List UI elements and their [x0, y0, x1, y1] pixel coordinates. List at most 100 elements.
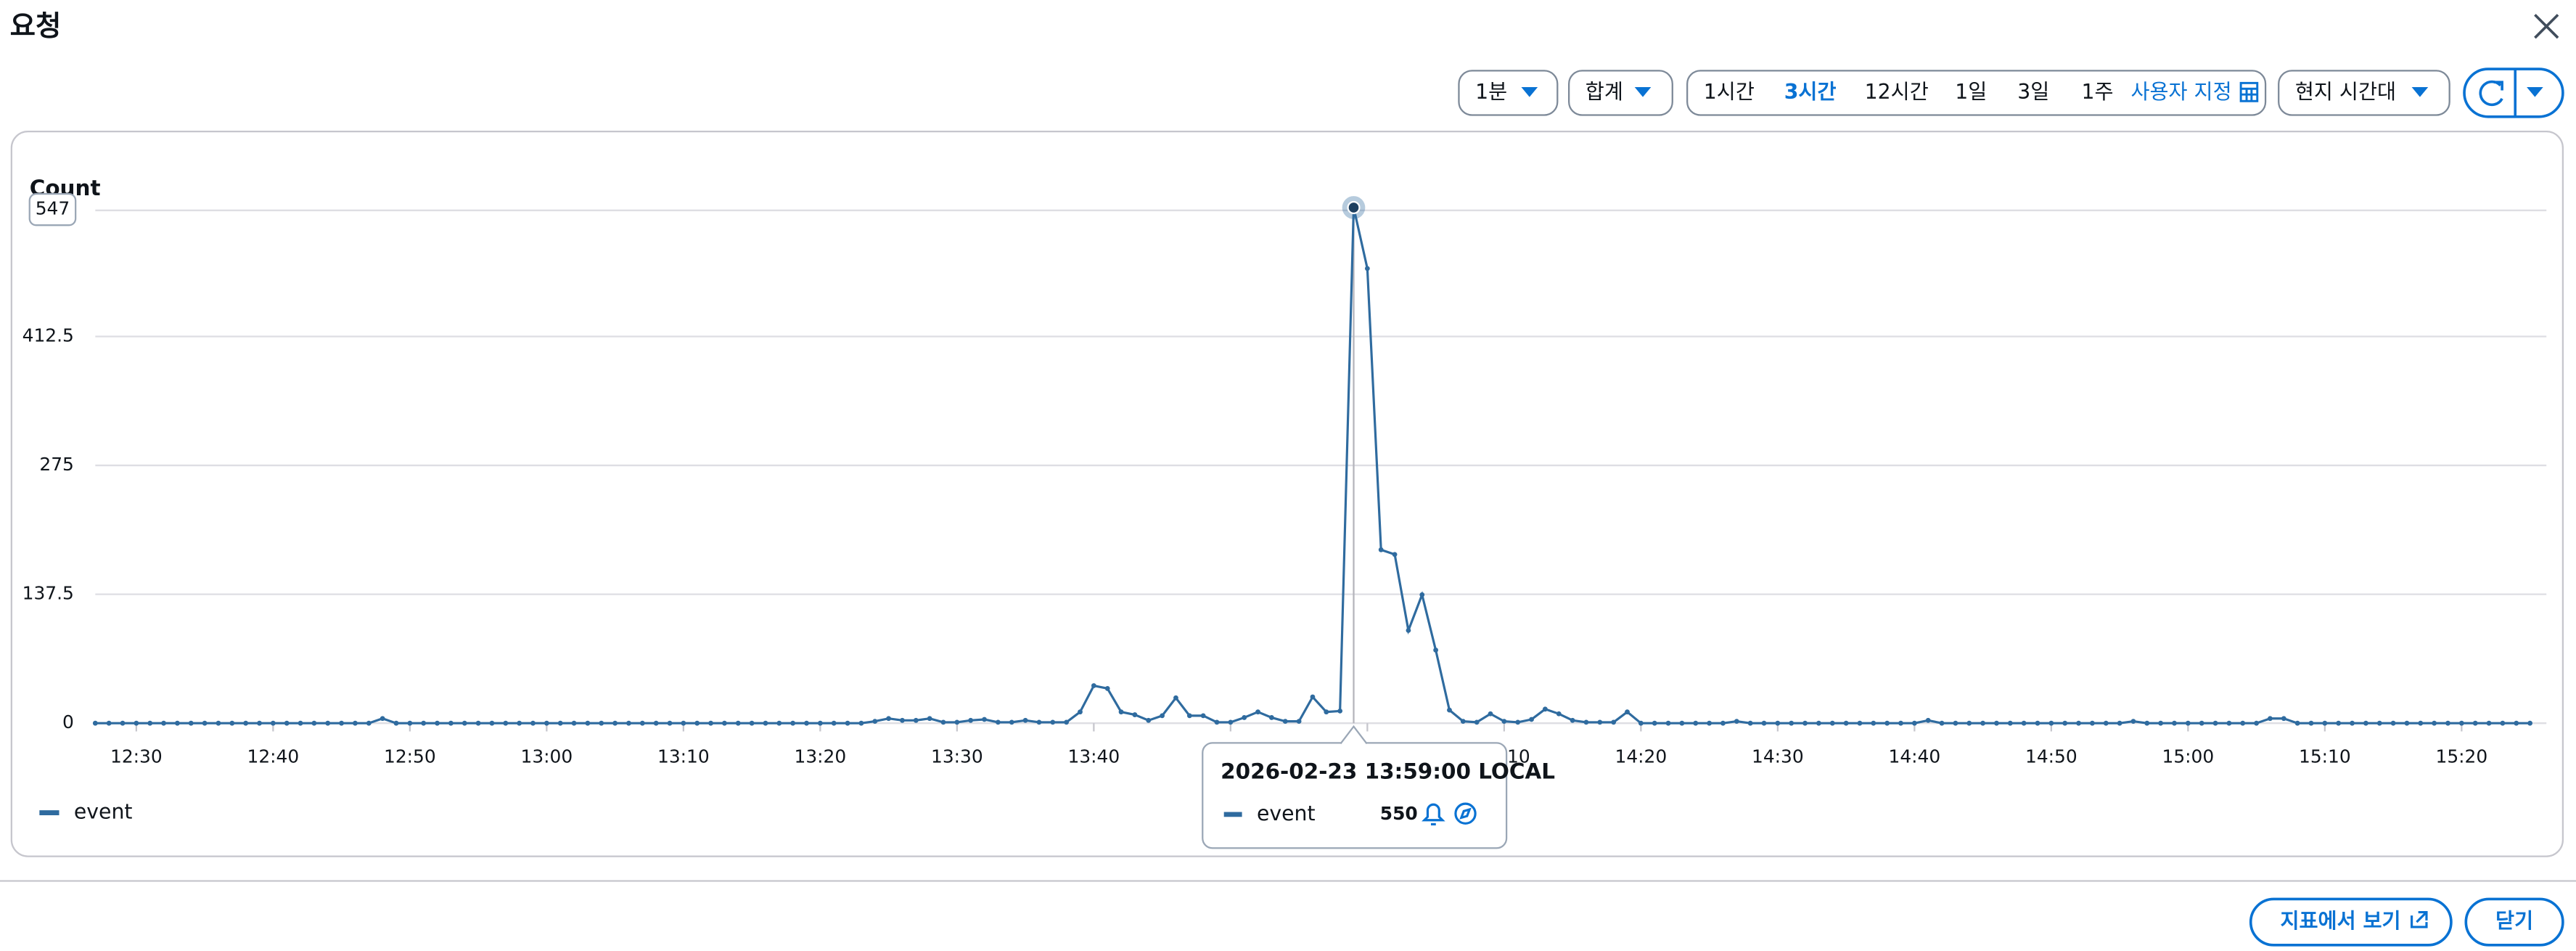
data-point — [612, 720, 618, 726]
hover-point — [1347, 200, 1361, 214]
period-select[interactable]: 1분 — [1458, 70, 1559, 116]
data-point — [543, 720, 549, 726]
data-point — [927, 716, 932, 722]
data-point — [831, 720, 837, 726]
alarm-icon[interactable] — [1422, 803, 1445, 826]
data-point — [1871, 720, 1876, 726]
data-point — [257, 720, 262, 726]
data-point — [1078, 709, 1083, 715]
statistic-text: 합계 — [1586, 80, 1623, 104]
data-point — [722, 720, 727, 726]
data-point — [1269, 715, 1274, 720]
statistic-select[interactable]: 합계 — [1568, 70, 1673, 116]
data-point — [1543, 706, 1548, 712]
data-point — [1747, 720, 1753, 726]
data-point — [489, 720, 495, 726]
range-option[interactable]: 3일 — [2017, 80, 2049, 104]
data-point — [1433, 648, 1439, 653]
data-point — [1242, 715, 1247, 720]
data-point — [1583, 719, 1589, 725]
data-point — [2472, 720, 2478, 726]
data-point — [2144, 720, 2150, 726]
data-point — [954, 719, 960, 725]
data-point — [1173, 695, 1178, 701]
data-point — [435, 720, 440, 726]
range-option[interactable]: 1주 — [2082, 80, 2114, 104]
dialog-title: 요청 — [10, 10, 62, 43]
tooltip: 2026-02-23 13:59:00 LOCAL event 550 — [1202, 725, 1555, 849]
data-point — [475, 720, 481, 726]
data-point — [1091, 683, 1096, 688]
data-point — [1994, 720, 1999, 726]
data-point — [2336, 720, 2342, 726]
data-point — [1911, 720, 1917, 726]
y-tick-label: 547 — [36, 198, 70, 219]
x-tick-label: 13:00 — [520, 746, 573, 767]
data-point — [872, 719, 878, 725]
view-in-metrics-button[interactable]: 지표에서 보기 — [2249, 897, 2453, 947]
range-option[interactable]: 3시간 — [1784, 80, 1837, 104]
data-point — [1324, 709, 1329, 715]
y-tick-label: 0 — [62, 711, 74, 732]
data-point — [1200, 713, 1206, 719]
data-point — [229, 720, 235, 726]
data-point — [968, 717, 974, 723]
tooltip-series: event — [1257, 801, 1316, 825]
data-point — [1118, 709, 1124, 715]
calendar-icon[interactable] — [2239, 81, 2259, 102]
data-point — [530, 720, 536, 726]
timezone-select[interactable]: 현지 시간대 — [2278, 70, 2450, 116]
data-point — [1488, 711, 1493, 717]
data-point — [2363, 720, 2368, 726]
data-point — [1022, 717, 1028, 723]
data-point — [1282, 719, 1288, 725]
data-point — [2212, 720, 2218, 726]
data-point — [2076, 720, 2081, 726]
data-point — [776, 720, 782, 726]
data-point — [1652, 720, 1657, 726]
data-point — [1515, 719, 1521, 725]
data-point — [2308, 720, 2314, 726]
data-point — [120, 720, 126, 726]
data-point — [2254, 720, 2260, 726]
data-point — [2172, 720, 2177, 726]
data-point — [1406, 627, 1411, 633]
data-point — [599, 720, 604, 726]
y-max-box — [28, 193, 77, 226]
data-point — [2240, 720, 2246, 726]
data-point — [2418, 720, 2424, 726]
data-point — [1160, 713, 1165, 719]
data-point — [421, 720, 427, 726]
data-point — [749, 720, 755, 726]
data-point — [2445, 720, 2450, 726]
timezone-text: 현지 시간대 — [2295, 80, 2396, 104]
refresh-button[interactable] — [2463, 68, 2564, 118]
close-button[interactable] — [2534, 14, 2559, 39]
data-point — [1625, 709, 1630, 715]
data-point — [1734, 719, 1739, 725]
data-point — [298, 720, 303, 726]
close-dialog-button[interactable]: 닫기 — [2464, 897, 2564, 947]
range-option[interactable]: 1시간 — [1704, 80, 1755, 104]
custom-range[interactable]: 사용자 지정 — [2130, 80, 2231, 104]
explore-icon[interactable] — [1454, 802, 1477, 825]
data-point — [175, 720, 180, 726]
x-tick-label: 15:10 — [2299, 746, 2351, 767]
range-option[interactable]: 12시간 — [1865, 80, 1929, 104]
data-point — [1720, 720, 1726, 726]
x-tick-label: 13:40 — [1067, 746, 1120, 767]
period-text: 1분 — [1475, 80, 1507, 104]
data-point — [1337, 709, 1343, 714]
button-text: 닫기 — [2495, 909, 2533, 933]
data-point — [380, 716, 385, 722]
data-point — [147, 720, 153, 726]
data-point — [1761, 720, 1767, 726]
x-tick-label: 14:30 — [1752, 746, 1804, 767]
data-point — [900, 717, 905, 723]
button-text: 지표에서 보기 — [2280, 909, 2400, 933]
data-point — [858, 720, 864, 726]
range-option[interactable]: 1일 — [1955, 80, 1987, 104]
y-tick-label: 275 — [39, 454, 74, 475]
data-point — [1378, 547, 1384, 552]
data-point — [2458, 720, 2464, 726]
